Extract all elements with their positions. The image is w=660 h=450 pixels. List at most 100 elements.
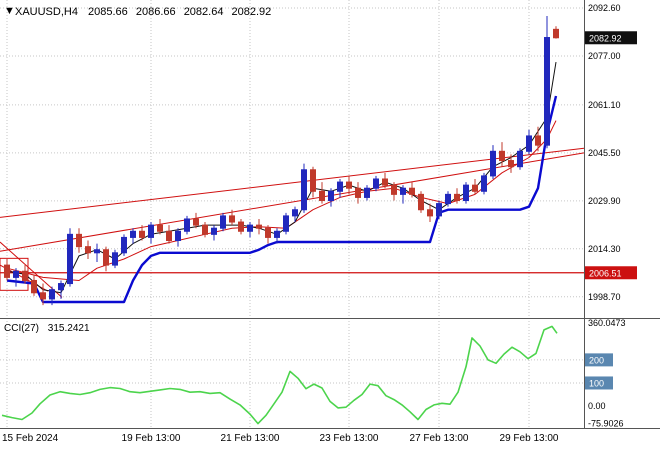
- candle-body: [301, 169, 307, 211]
- candle-body: [535, 135, 541, 146]
- x-axis-label: 19 Feb 13:00: [122, 433, 181, 444]
- cci-name: CCI(27): [4, 323, 39, 334]
- candle-body: [247, 224, 253, 232]
- candle-body: [229, 215, 235, 223]
- time-axis[interactable]: 15 Feb 2024 19 Feb 13:00 21 Feb 13:00 23 Fe…: [2, 433, 559, 444]
- candle-body: [337, 181, 343, 192]
- candle-body: [544, 37, 550, 146]
- candle-body: [319, 190, 325, 202]
- candle-body: [526, 135, 532, 152]
- current-price-badge-bg: [585, 31, 637, 45]
- candle-body: [310, 169, 316, 192]
- candle-body: [85, 246, 91, 254]
- candle-body: [76, 233, 82, 248]
- candle-body: [283, 215, 289, 232]
- price-tick-label: 1998.70: [588, 292, 621, 302]
- candle-body: [490, 150, 496, 177]
- candle-body: [265, 227, 271, 238]
- candle-body: [202, 224, 208, 235]
- candle-body: [418, 193, 424, 211]
- cci-value: 315.2421: [48, 323, 90, 334]
- black-ma-line: [6, 62, 557, 294]
- candle-body: [157, 224, 163, 232]
- x-axis-label: 23 Feb 13:00: [320, 433, 379, 444]
- candle-body: [409, 187, 415, 195]
- symbol-name: XAUUSD,H4: [15, 6, 78, 18]
- quote-open: 2085.66: [88, 6, 128, 18]
- quote-low: 2082.64: [184, 6, 224, 18]
- candle-body: [382, 178, 388, 186]
- red-ma-line: [6, 120, 557, 281]
- candle-body: [373, 178, 379, 189]
- candle-body: [454, 193, 460, 202]
- cci-indicator-pane: [1, 325, 558, 425]
- price-tick-label: 2092.60: [588, 3, 621, 13]
- candle-body: [427, 209, 433, 217]
- candle-body: [481, 175, 487, 192]
- candle-body: [355, 187, 361, 198]
- candle-body: [553, 28, 559, 39]
- cci-axis-label: -75.9026: [588, 419, 624, 429]
- candle-body: [400, 187, 406, 195]
- red-trendline: [0, 152, 585, 252]
- price-tick-label: 2077.00: [588, 51, 621, 61]
- overlay-lines: [0, 62, 585, 304]
- candle-body: [4, 264, 10, 278]
- candle-body: [130, 230, 136, 238]
- cci-level-badge-bg: [585, 353, 613, 367]
- support-level-badge: 2006.51: [589, 268, 622, 278]
- blue-step-line: [6, 95, 558, 304]
- candle-body: [517, 150, 523, 168]
- candle-body: [292, 209, 298, 217]
- candle-body: [238, 221, 244, 232]
- x-axis-label: 15 Feb 2024: [2, 433, 59, 444]
- x-axis-label: 29 Feb 13:00: [500, 433, 559, 444]
- candle-body: [211, 227, 217, 235]
- x-axis-label: 27 Feb 13:00: [410, 433, 469, 444]
- cci-level-badge-bg: [585, 376, 613, 390]
- candle-body: [112, 252, 118, 266]
- candle-body: [121, 236, 127, 254]
- quote-close: 2082.92: [232, 6, 272, 18]
- symbol-title: XAUUSD,H4 2085.66 2086.66 2082.64 2082.9…: [15, 6, 271, 18]
- cci-level-badge: 200: [589, 355, 604, 365]
- candle-body: [94, 249, 100, 254]
- candle-body: [67, 233, 73, 285]
- candle-body: [220, 215, 226, 229]
- price-tick-label: 2061.10: [588, 100, 621, 110]
- candle-body: [463, 184, 469, 202]
- candle-body: [346, 181, 352, 189]
- price-axis[interactable]: 2092.60 2077.00 2061.10 2045.50 2029.90 2014.…: [585, 3, 637, 429]
- pane-separators: [0, 0, 660, 429]
- candle-body: [436, 203, 442, 217]
- current-price-badge: 2082.92: [589, 33, 622, 43]
- cci-label: CCI(27) 315.2421: [4, 323, 90, 334]
- candle-body: [22, 270, 28, 281]
- grid: [0, 0, 584, 428]
- x-axis-label: 21 Feb 13:00: [221, 433, 280, 444]
- price-tick-label: 2045.50: [588, 148, 621, 158]
- cci-axis-label: 360.0473: [588, 318, 626, 328]
- candle-body: [508, 160, 514, 168]
- price-tick-label: 2014.30: [588, 244, 621, 254]
- candlesticks: [4, 15, 559, 306]
- candle-body: [391, 184, 397, 195]
- candle-body: [13, 270, 19, 278]
- quote-high: 2086.66: [136, 6, 176, 18]
- candle-body: [193, 218, 199, 226]
- cci-line: [1, 325, 558, 425]
- cci-axis-label: 0.00: [588, 401, 606, 411]
- price-tick-label: 2029.90: [588, 196, 621, 206]
- cci-level-badge: 100: [589, 378, 604, 388]
- candle-body: [364, 187, 370, 198]
- symbol-dropdown-icon[interactable]: ▼: [4, 5, 15, 17]
- candle-body: [148, 224, 154, 238]
- support-level-badge-bg: [585, 266, 637, 280]
- candle-body: [445, 193, 451, 205]
- candle-body: [274, 230, 280, 238]
- candle-body: [49, 289, 55, 300]
- candle-body: [40, 292, 46, 300]
- candle-body: [139, 230, 145, 238]
